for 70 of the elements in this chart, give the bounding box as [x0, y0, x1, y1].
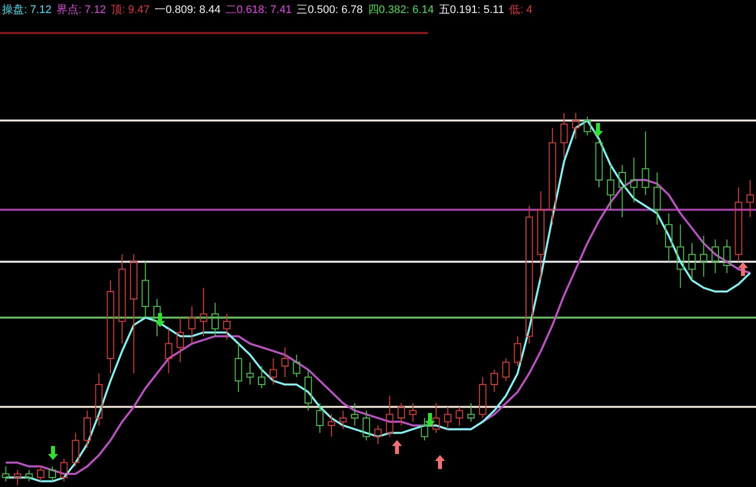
text: 三0.500: 6.78 — [296, 3, 363, 18]
candlestick — [746, 179, 754, 218]
candlestick — [478, 376, 486, 419]
text: 二0.618: 7.41 — [226, 3, 292, 18]
candlestick — [292, 354, 300, 378]
candlestick — [734, 186, 742, 262]
candlestick — [584, 116, 592, 136]
candlestick — [572, 112, 580, 140]
candlestick — [630, 157, 638, 203]
candlestick — [142, 261, 150, 318]
candlestick — [595, 138, 603, 188]
candlestick — [328, 414, 336, 438]
candlestick — [398, 402, 405, 426]
candlestick — [560, 112, 568, 158]
text: 一0.809: 8.44 — [154, 3, 221, 18]
candlestick — [688, 242, 696, 281]
candlestick — [618, 164, 626, 218]
candlestick — [490, 369, 498, 392]
text: 顶: 9.47 — [111, 3, 150, 18]
candlestick — [153, 298, 161, 337]
candlestick — [514, 336, 522, 366]
candlestick — [548, 127, 556, 226]
candlestick — [712, 238, 719, 274]
candlestick — [339, 410, 347, 430]
candlestick — [444, 406, 452, 430]
candlestick — [386, 395, 394, 438]
candlestick — [409, 402, 417, 422]
text: 低: 4 — [509, 3, 532, 18]
candlestick — [176, 317, 184, 363]
candlestick — [130, 254, 138, 374]
text: 五0.191: 5.11 — [438, 3, 504, 18]
candlestick — [106, 280, 114, 374]
candlestick — [606, 164, 614, 210]
candlestick — [270, 358, 278, 386]
candlestick — [304, 369, 312, 412]
candlestick — [653, 172, 661, 226]
candlestick — [281, 346, 289, 378]
candlestick — [316, 402, 324, 434]
candlestick — [526, 206, 533, 344]
candlestick — [351, 402, 358, 426]
candlestick — [200, 287, 208, 337]
candlestick — [84, 410, 91, 448]
candlestick — [642, 131, 650, 196]
candlestick — [537, 190, 545, 281]
candlestick — [665, 212, 672, 262]
candlestick — [432, 402, 440, 434]
candlestick — [223, 313, 230, 340]
candlestick — [362, 410, 370, 441]
candlestick — [420, 418, 428, 441]
text: 四0.382: 6.14 — [368, 3, 434, 18]
candlestick — [95, 372, 103, 426]
candlestick — [211, 302, 219, 337]
candlestick — [467, 402, 475, 422]
candlestick — [456, 406, 464, 426]
text: 界点: 7.12 — [56, 2, 106, 18]
candlestick — [246, 362, 254, 386]
candlestick — [188, 306, 196, 344]
candlestick — [374, 424, 382, 445]
candlestick — [164, 328, 172, 374]
candlestick — [700, 235, 708, 278]
candlestick — [723, 238, 731, 274]
text: 操盘: 7.12 — [2, 3, 52, 18]
candlestick — [14, 470, 22, 486]
candlestick — [234, 343, 242, 392]
candlestick — [258, 365, 266, 389]
candlestick — [118, 254, 126, 344]
candlestick — [72, 432, 80, 467]
candlestick — [676, 224, 684, 288]
candlestick — [25, 470, 33, 482]
candlestick — [2, 466, 10, 482]
